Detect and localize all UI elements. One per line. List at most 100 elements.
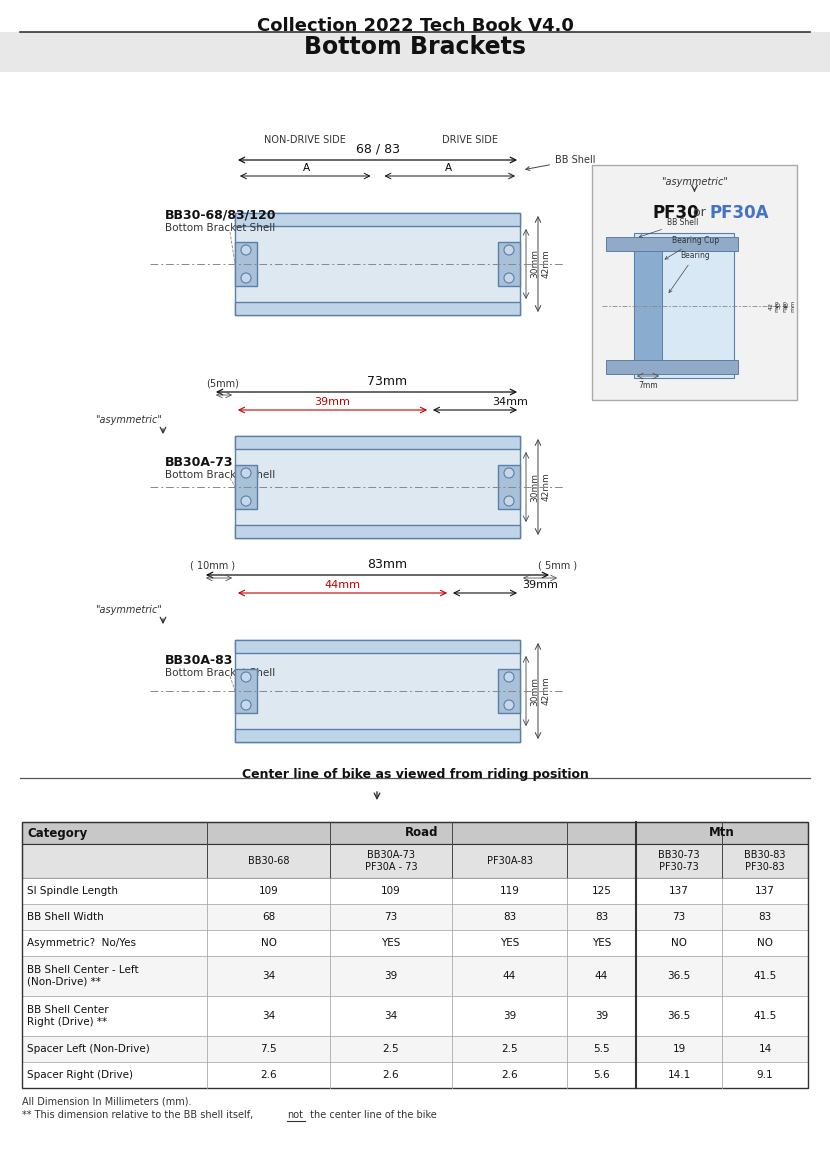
Bar: [0, 32, 830, 72]
Bar: [22, 930, 808, 956]
Circle shape: [241, 468, 251, 478]
Text: 44: 44: [503, 971, 516, 981]
Text: "asymmetric": "asymmetric": [661, 177, 728, 187]
Text: 19: 19: [672, 1044, 686, 1055]
Bar: [498, 465, 520, 509]
Text: 39: 39: [595, 1011, 608, 1021]
Text: 44: 44: [595, 971, 608, 981]
Text: 73: 73: [672, 912, 686, 922]
Text: the center line of the bike: the center line of the bike: [307, 1110, 437, 1120]
Text: BB30-83
PF30-83: BB30-83 PF30-83: [745, 850, 786, 872]
Text: 2.5: 2.5: [383, 1044, 399, 1055]
Text: Bottom Brackets: Bottom Brackets: [304, 35, 526, 59]
Text: A: A: [445, 163, 452, 173]
Bar: [22, 844, 808, 878]
Text: not: not: [287, 1110, 303, 1120]
Bar: [606, 360, 738, 374]
Text: Bearing: Bearing: [669, 251, 710, 292]
Bar: [22, 1061, 808, 1088]
Text: Asymmetric?  No/Yes: Asymmetric? No/Yes: [27, 938, 136, 948]
Text: 7mm: 7mm: [638, 381, 658, 390]
Circle shape: [241, 495, 251, 506]
Text: 30
mm: 30 mm: [777, 299, 788, 312]
Text: BB Shell: BB Shell: [525, 155, 595, 171]
Text: PF30A: PF30A: [709, 204, 769, 222]
Text: BB Shell Center - Left
(Non-Drive) **: BB Shell Center - Left (Non-Drive) **: [27, 966, 139, 986]
Bar: [22, 904, 808, 930]
Text: 42mm: 42mm: [542, 472, 551, 501]
Text: 30mm: 30mm: [530, 677, 539, 706]
Text: 83: 83: [595, 912, 608, 922]
Circle shape: [241, 245, 251, 255]
Text: 39: 39: [503, 1011, 516, 1021]
Text: YES: YES: [381, 938, 401, 948]
Bar: [22, 996, 808, 1036]
Text: 34: 34: [384, 1011, 398, 1021]
Text: YES: YES: [500, 938, 520, 948]
Text: 68: 68: [262, 912, 275, 922]
Bar: [235, 669, 257, 713]
Bar: [235, 526, 520, 538]
Text: 42mm: 42mm: [542, 249, 551, 278]
Text: "asymmetric": "asymmetric": [95, 605, 162, 614]
Text: ( 5mm ): ( 5mm ): [539, 561, 578, 571]
Text: 9.1: 9.1: [757, 1070, 774, 1080]
Bar: [235, 435, 520, 538]
Text: 7.5: 7.5: [260, 1044, 277, 1055]
Text: 42
mm: 42 mm: [769, 299, 779, 312]
Text: 83: 83: [759, 912, 772, 922]
Text: NO: NO: [261, 938, 276, 948]
Text: BB30-73
PF30-73: BB30-73 PF30-73: [658, 850, 700, 872]
Bar: [235, 465, 257, 509]
Text: SI Spindle Length: SI Spindle Length: [27, 886, 118, 896]
Text: "asymmetric": "asymmetric": [95, 415, 162, 425]
Text: 2.6: 2.6: [383, 1070, 399, 1080]
Text: ** This dimension relative to the BB shell itself,: ** This dimension relative to the BB she…: [22, 1110, 256, 1120]
Bar: [634, 251, 662, 360]
Bar: [498, 243, 520, 286]
Text: 41.5: 41.5: [754, 971, 777, 981]
Text: ( 10mm ): ( 10mm ): [190, 561, 236, 571]
Text: 39: 39: [384, 971, 398, 981]
Bar: [235, 435, 520, 449]
Text: Spacer Right (Drive): Spacer Right (Drive): [27, 1070, 133, 1080]
Bar: [235, 213, 520, 226]
Text: 2.5: 2.5: [501, 1044, 518, 1055]
Text: 42mm: 42mm: [542, 677, 551, 706]
Text: 34: 34: [262, 971, 275, 981]
Text: Bottom Bracket Shell: Bottom Bracket Shell: [165, 470, 276, 480]
Text: 83: 83: [503, 912, 516, 922]
Text: Spacer Left (Non-Drive): Spacer Left (Non-Drive): [27, 1044, 149, 1055]
Text: Center line of bike as viewed from riding position: Center line of bike as viewed from ridin…: [242, 768, 588, 781]
Text: 109: 109: [259, 886, 278, 896]
Bar: [235, 640, 520, 742]
Text: 83mm: 83mm: [368, 558, 408, 571]
Text: BB Shell Center
Right (Drive) **: BB Shell Center Right (Drive) **: [27, 1005, 109, 1027]
Text: 36.5: 36.5: [667, 971, 691, 981]
Text: 5.6: 5.6: [593, 1070, 610, 1080]
Text: YES: YES: [592, 938, 611, 948]
Circle shape: [241, 700, 251, 710]
Text: 46
mm: 46 mm: [784, 299, 795, 312]
Bar: [22, 822, 808, 844]
Text: 14: 14: [759, 1044, 772, 1055]
Text: 125: 125: [592, 886, 612, 896]
Circle shape: [504, 700, 514, 710]
Text: Bottom Bracket Shell: Bottom Bracket Shell: [165, 668, 276, 678]
Text: 119: 119: [500, 886, 520, 896]
Text: 41.5: 41.5: [754, 1011, 777, 1021]
Bar: [22, 1036, 808, 1061]
Text: BB Shell Width: BB Shell Width: [27, 912, 104, 922]
Text: 109: 109: [381, 886, 401, 896]
Bar: [22, 878, 808, 904]
Text: Category: Category: [27, 827, 87, 840]
Text: 34mm: 34mm: [492, 397, 528, 407]
Text: 14.1: 14.1: [667, 1070, 691, 1080]
Bar: [22, 956, 808, 996]
Text: 34: 34: [262, 1011, 275, 1021]
Bar: [235, 213, 520, 315]
Bar: [498, 669, 520, 713]
Text: BB30A-73: BB30A-73: [165, 455, 233, 469]
Circle shape: [241, 273, 251, 283]
Bar: [235, 243, 257, 286]
